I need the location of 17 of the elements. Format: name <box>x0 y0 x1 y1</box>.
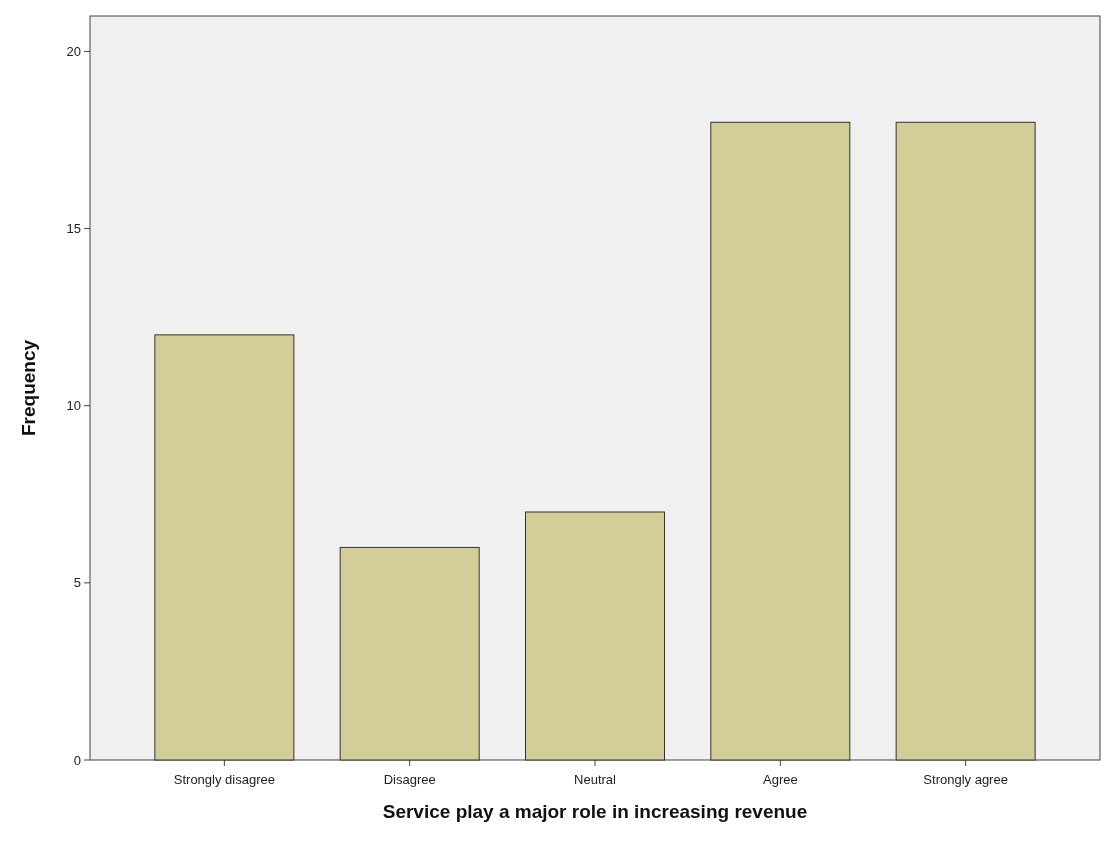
y-tick-label: 5 <box>73 575 81 591</box>
y-axis-title: Frequency <box>18 339 39 437</box>
bar <box>339 546 480 761</box>
bar <box>895 121 1036 761</box>
bar <box>525 511 665 761</box>
y-tick-label: 15 <box>66 221 81 237</box>
bar <box>154 334 295 761</box>
x-axis-title: Service play a major role in increasing revenue <box>382 801 808 822</box>
y-tick-label: 0 <box>73 752 81 768</box>
x-tick-label: Neutral <box>574 772 617 787</box>
x-tick-label: Strongly disagree <box>173 772 275 787</box>
x-tick-label: Agree <box>762 772 798 787</box>
y-tick-label: 20 <box>66 43 81 59</box>
bar <box>710 121 851 761</box>
y-tick-label: 10 <box>66 398 81 414</box>
x-tick-label: Disagree <box>383 772 436 787</box>
x-tick-label: Strongly agree <box>923 772 1008 787</box>
